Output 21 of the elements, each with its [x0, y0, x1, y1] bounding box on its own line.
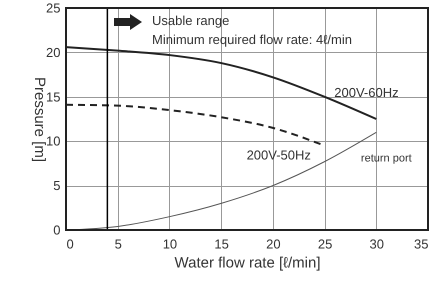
series-label: 200V-50Hz: [246, 148, 311, 163]
y-tick-label: 20: [46, 44, 60, 60]
y-tick-label: 10: [46, 134, 60, 149]
y-tick-label: 5: [53, 178, 60, 194]
x-axis-title: Water flow rate [ℓ/min]: [174, 254, 320, 272]
x-tick-label: 10: [162, 236, 178, 252]
y-tick-label: 25: [46, 0, 60, 16]
y-axis-title: Pressure [m]: [31, 76, 48, 162]
series-label: 200V-60Hz: [334, 85, 399, 100]
y-tick-label: 0: [53, 222, 60, 238]
x-tick-label: 0: [66, 236, 74, 252]
annotation: Minimum required flow rate: 4ℓ/min: [152, 32, 352, 47]
y-tick-label: 15: [46, 89, 60, 104]
x-tick-label: 20: [266, 236, 281, 252]
x-tick-label: 5: [114, 236, 122, 252]
x-tick-label: 35: [414, 236, 428, 252]
series-label: return port: [360, 152, 412, 164]
x-tick-label: 30: [370, 236, 384, 252]
x-tick-label: 25: [318, 236, 332, 252]
x-tick-label: 15: [214, 236, 229, 252]
annotation: Usable range: [152, 13, 230, 28]
